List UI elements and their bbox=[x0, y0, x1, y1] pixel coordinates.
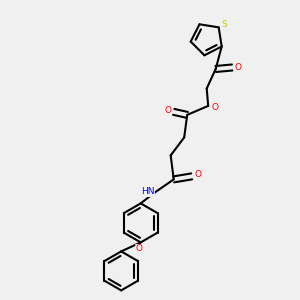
Text: O: O bbox=[234, 63, 241, 72]
Text: S: S bbox=[221, 20, 227, 29]
Text: O: O bbox=[136, 244, 143, 253]
Text: HN: HN bbox=[141, 188, 154, 196]
Text: O: O bbox=[211, 103, 218, 112]
Text: O: O bbox=[194, 170, 201, 179]
Text: O: O bbox=[164, 106, 171, 115]
